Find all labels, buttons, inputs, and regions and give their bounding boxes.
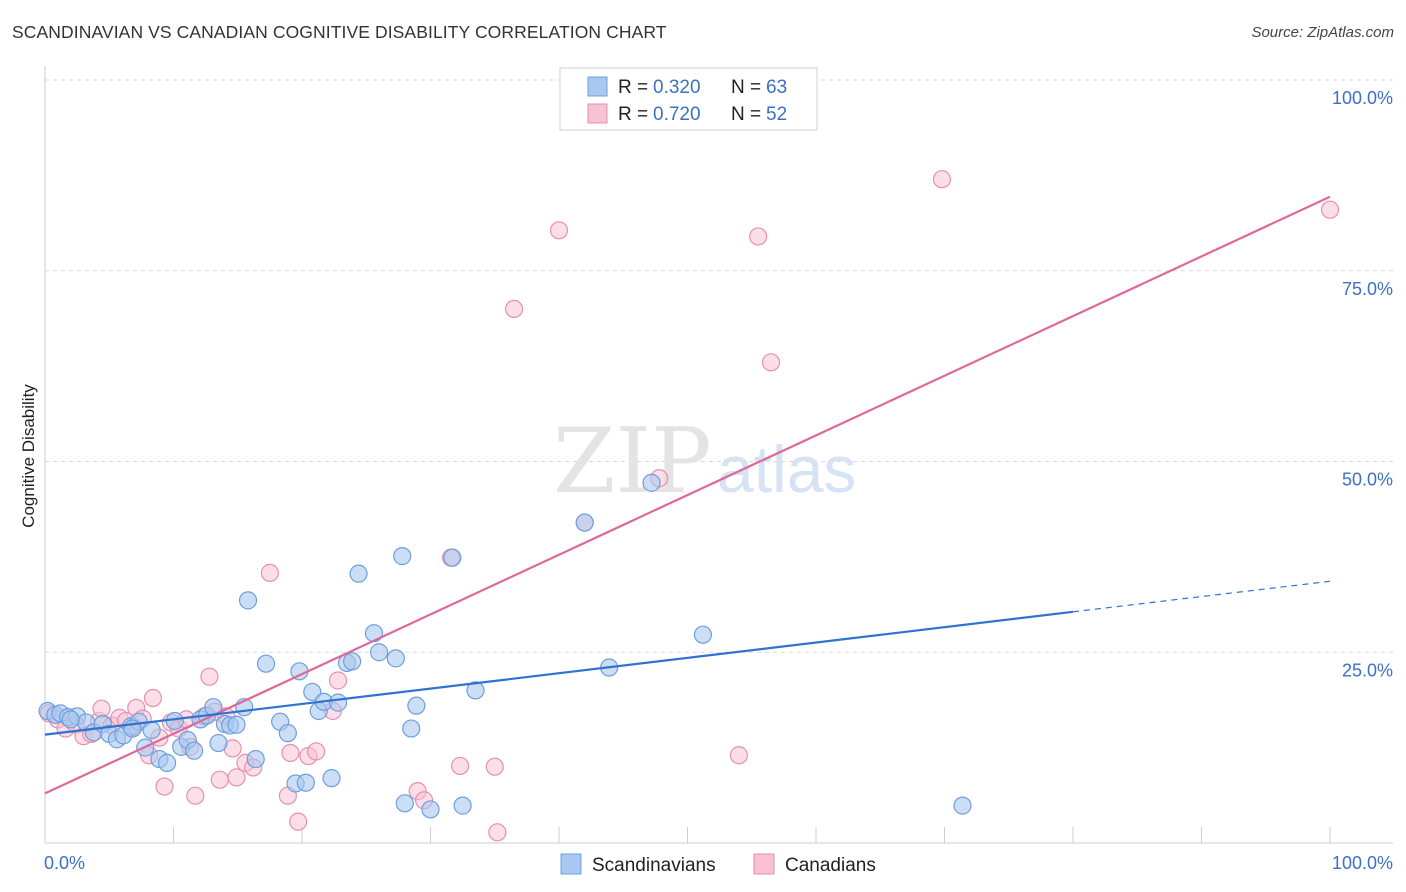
- legend-swatch-pink: [587, 103, 608, 124]
- y-tick-label-50: 50.0%: [1342, 470, 1393, 490]
- source-label: Source: ZipAtlas.com: [1251, 24, 1394, 41]
- legend-top: R = 0.320 N = 63 R = 0.720 N = 52: [559, 67, 818, 131]
- canadians-point: [549, 221, 569, 240]
- legend-r-label-blue: R =: [618, 77, 648, 98]
- legend-bottom-swatch-blue: [560, 853, 582, 875]
- legend-r-label-pink: R =: [618, 104, 648, 125]
- canadians-point: [450, 756, 470, 776]
- watermark-atlas: atlas: [717, 432, 856, 506]
- scandinavians-point: [953, 796, 972, 815]
- scandinavians-point: [209, 733, 228, 753]
- canadians-point: [143, 688, 163, 708]
- legend-n-label-pink: N =: [731, 104, 761, 125]
- canadians-point: [504, 299, 524, 318]
- legend-n-label-blue: N =: [731, 77, 761, 98]
- canadians-point: [328, 671, 348, 690]
- scandinavians-trend-line: [44, 610, 1074, 736]
- scandinavians-point: [61, 710, 80, 729]
- canadians-trend-line: [44, 195, 1331, 795]
- scandinavians-point: [343, 652, 362, 671]
- legend-bottom-label-scandinavians: Scandinavians: [592, 855, 716, 876]
- scandinavians-point: [349, 564, 368, 583]
- scandinavians-point: [421, 800, 440, 819]
- canadians-point: [227, 768, 246, 787]
- y-tick-labels: 25.0% 50.0% 75.0% 100.0%: [1332, 88, 1393, 680]
- scandinavians-point: [364, 624, 384, 643]
- canadians-point: [200, 667, 219, 686]
- canadians-point: [92, 699, 111, 718]
- scandinavians-point: [466, 681, 485, 700]
- y-tick-label-25: 25.0%: [1342, 660, 1393, 680]
- scandinavians-points: [38, 473, 972, 819]
- canadians-point: [210, 770, 229, 789]
- canadians-point: [488, 823, 507, 842]
- scandinavians-point: [386, 649, 405, 668]
- scandinavians-point: [184, 741, 204, 760]
- scandinavians-point: [278, 724, 297, 743]
- legend-bottom-swatch-pink: [753, 853, 775, 875]
- scandinavians-point: [238, 591, 258, 610]
- y-axis-title: Cognitive Disability: [19, 384, 38, 528]
- scandinavians-point: [322, 769, 341, 788]
- canadians-point: [155, 777, 174, 796]
- canadians-point: [485, 757, 504, 776]
- scandinavians-point: [256, 654, 276, 673]
- scandinavians-point: [296, 773, 315, 792]
- canadians-point: [186, 786, 205, 805]
- canadians-point: [761, 353, 781, 372]
- scandinavians-point: [370, 643, 389, 662]
- scandinavians-point: [303, 682, 322, 702]
- scandinavians-point: [328, 693, 348, 712]
- x-tick-label-max: 100.0%: [1332, 853, 1393, 873]
- canadians-point: [729, 746, 749, 765]
- canadians-point: [260, 563, 279, 582]
- scandinavians-point: [575, 513, 594, 532]
- canadians-point: [932, 170, 952, 189]
- y-tick-label-100: 100.0%: [1332, 88, 1393, 108]
- canadians-point: [1320, 200, 1340, 219]
- trend-lines: [44, 195, 1331, 795]
- legend-bottom: Scandinavians Canadians: [560, 853, 876, 876]
- legend-r-value-blue: 0.320: [653, 77, 701, 98]
- canadians-point: [749, 227, 768, 246]
- legend-n-value-pink: 52: [766, 104, 787, 125]
- scandinavians-point: [227, 715, 246, 734]
- x-tick-label-min: 0.0%: [44, 853, 85, 873]
- scandinavians-point: [402, 719, 421, 738]
- gridlines: [45, 79, 1393, 653]
- scandinavians-point: [693, 625, 713, 644]
- scandinavians-point: [407, 696, 426, 715]
- legend-n-value-blue: 63: [766, 77, 787, 98]
- legend-bottom-label-canadians: Canadians: [785, 855, 876, 876]
- canadians-point: [307, 742, 326, 761]
- watermark-zip: ZIP: [553, 409, 712, 514]
- scandinavians-trend-extension: [1072, 580, 1331, 613]
- legend-r-value-pink: 0.720: [653, 104, 701, 125]
- scandinavians-point: [642, 473, 661, 492]
- scandinavians-point: [395, 794, 414, 813]
- y-tick-label-75: 75.0%: [1342, 279, 1393, 299]
- watermark: ZIP atlas: [553, 409, 856, 514]
- scandinavians-point: [157, 753, 177, 772]
- scandinavians-point: [142, 720, 161, 740]
- scandinavians-point: [246, 749, 265, 769]
- legend-swatch-blue: [587, 76, 608, 97]
- scandinavians-point: [443, 548, 462, 567]
- canadians-point: [281, 743, 300, 763]
- canadians-point: [289, 812, 308, 831]
- scandinavians-point: [453, 796, 472, 815]
- chart-title: SCANDINAVIAN VS CANADIAN COGNITIVE DISAB…: [12, 22, 667, 42]
- scandinavians-point: [393, 547, 412, 566]
